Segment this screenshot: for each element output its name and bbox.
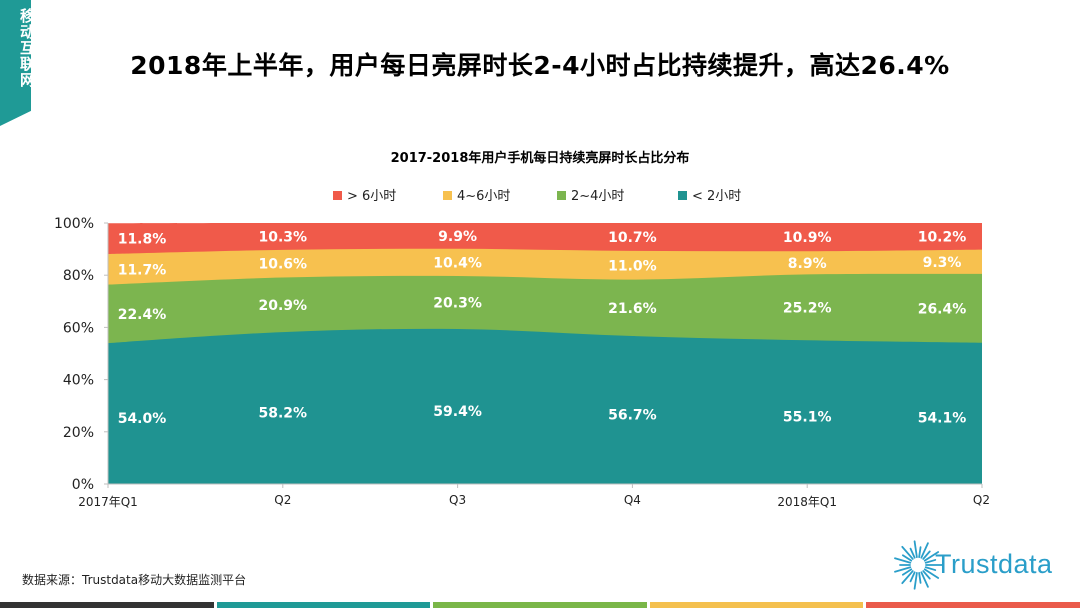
logo-ray — [913, 572, 918, 590]
logo-ray — [901, 545, 914, 560]
data-label: 56.7% — [608, 407, 657, 423]
logo-ray — [920, 571, 929, 588]
y-tick-label: 60% — [63, 320, 94, 336]
data-label: 26.4% — [918, 301, 967, 317]
x-tick-label: Q3 — [449, 493, 466, 507]
data-label: 10.2% — [918, 229, 967, 245]
data-label: 10.3% — [259, 229, 308, 245]
chart-title: 2017-2018年用户手机每日持续亮屏时长占比分布 — [391, 150, 690, 166]
logo-ray — [901, 568, 913, 576]
x-tick-label: 2018年Q1 — [777, 495, 837, 509]
y-tick-label: 80% — [63, 268, 94, 284]
side-tab — [0, 0, 31, 126]
data-label: 11.8% — [118, 232, 167, 248]
logo-ray — [901, 570, 914, 585]
logo-ray — [918, 546, 922, 558]
legend-label: 4~6小时 — [457, 189, 510, 204]
legend-label: < 2小时 — [692, 189, 741, 204]
data-label: 25.2% — [783, 300, 832, 316]
bottom-bar-segment — [216, 602, 431, 608]
x-tick-label: Q2 — [973, 493, 990, 507]
data-label: 20.9% — [259, 298, 308, 314]
legend-label: 2~4小时 — [571, 189, 624, 204]
logo-ray — [909, 571, 916, 583]
logo-ray — [918, 572, 922, 584]
logo-ray — [924, 566, 937, 571]
y-tick-label: 20% — [63, 425, 94, 441]
legend-swatch — [443, 191, 452, 200]
data-label: 10.7% — [608, 230, 657, 246]
bottom-bar-segment — [0, 602, 214, 608]
logo-ray — [894, 557, 912, 564]
data-label: 9.3% — [923, 255, 962, 271]
bottom-bar-segment — [433, 602, 647, 608]
logo-ray — [901, 554, 913, 562]
logo-ray — [894, 566, 912, 573]
data-label: 20.3% — [433, 295, 482, 311]
logo-ray — [922, 570, 931, 580]
data-label: 10.6% — [259, 257, 308, 273]
data-label: 22.4% — [118, 307, 167, 323]
data-label: 8.9% — [788, 256, 827, 272]
logo-ray — [922, 550, 931, 560]
legend-swatch — [557, 191, 566, 200]
data-label: 9.9% — [438, 229, 477, 245]
logo-ray — [920, 542, 929, 559]
area-1 — [108, 328, 982, 484]
stacked-area-chart: 2017-2018年用户手机每日持续亮屏时长占比分布 > 6小时 4~6小时 2~4小… — [54, 150, 990, 509]
logo-ray — [909, 547, 916, 559]
data-label: 11.0% — [608, 258, 657, 274]
legend-label: > 6小时 — [347, 189, 396, 204]
y-tick-label: 40% — [63, 373, 94, 389]
data-label: 21.6% — [608, 301, 657, 317]
starburst-logo-icon — [894, 540, 943, 590]
bottom-bar-segment — [649, 602, 864, 608]
logo-ray — [923, 551, 940, 562]
legend-swatch — [333, 191, 342, 200]
data-label: 54.1% — [918, 411, 967, 427]
logo-text: Trustdata — [935, 549, 1053, 579]
x-tick-label: Q2 — [274, 493, 291, 507]
data-label: 59.4% — [433, 404, 482, 420]
data-label: 55.1% — [783, 409, 832, 425]
data-source-note: 数据来源：Trustdata移动大数据监测平台 — [22, 573, 247, 587]
x-tick-label: 2017年Q1 — [78, 495, 138, 509]
data-label: 10.9% — [783, 230, 832, 246]
page-title: 2018年上半年，用户每日亮屏时长2-4小时占比持续提升，高达26.4% — [130, 51, 950, 80]
data-label: 11.7% — [118, 262, 167, 278]
bottom-color-bar — [0, 602, 1080, 608]
logo-ray — [924, 559, 937, 564]
data-label: 54.0% — [118, 411, 167, 427]
logo-ray — [913, 540, 918, 558]
logo-ray — [923, 568, 940, 579]
x-tick-label: Q4 — [624, 493, 641, 507]
y-tick-label: 100% — [54, 216, 94, 232]
y-tick-label: 0% — [72, 477, 94, 493]
bottom-bar-segment — [866, 602, 1080, 608]
trustdata-logo: Trustdata — [890, 537, 1070, 593]
side-tab-label: 移动互联网 — [18, 8, 36, 88]
data-label: 58.2% — [259, 406, 308, 422]
data-label: 10.4% — [433, 255, 482, 271]
legend-swatch — [678, 191, 687, 200]
